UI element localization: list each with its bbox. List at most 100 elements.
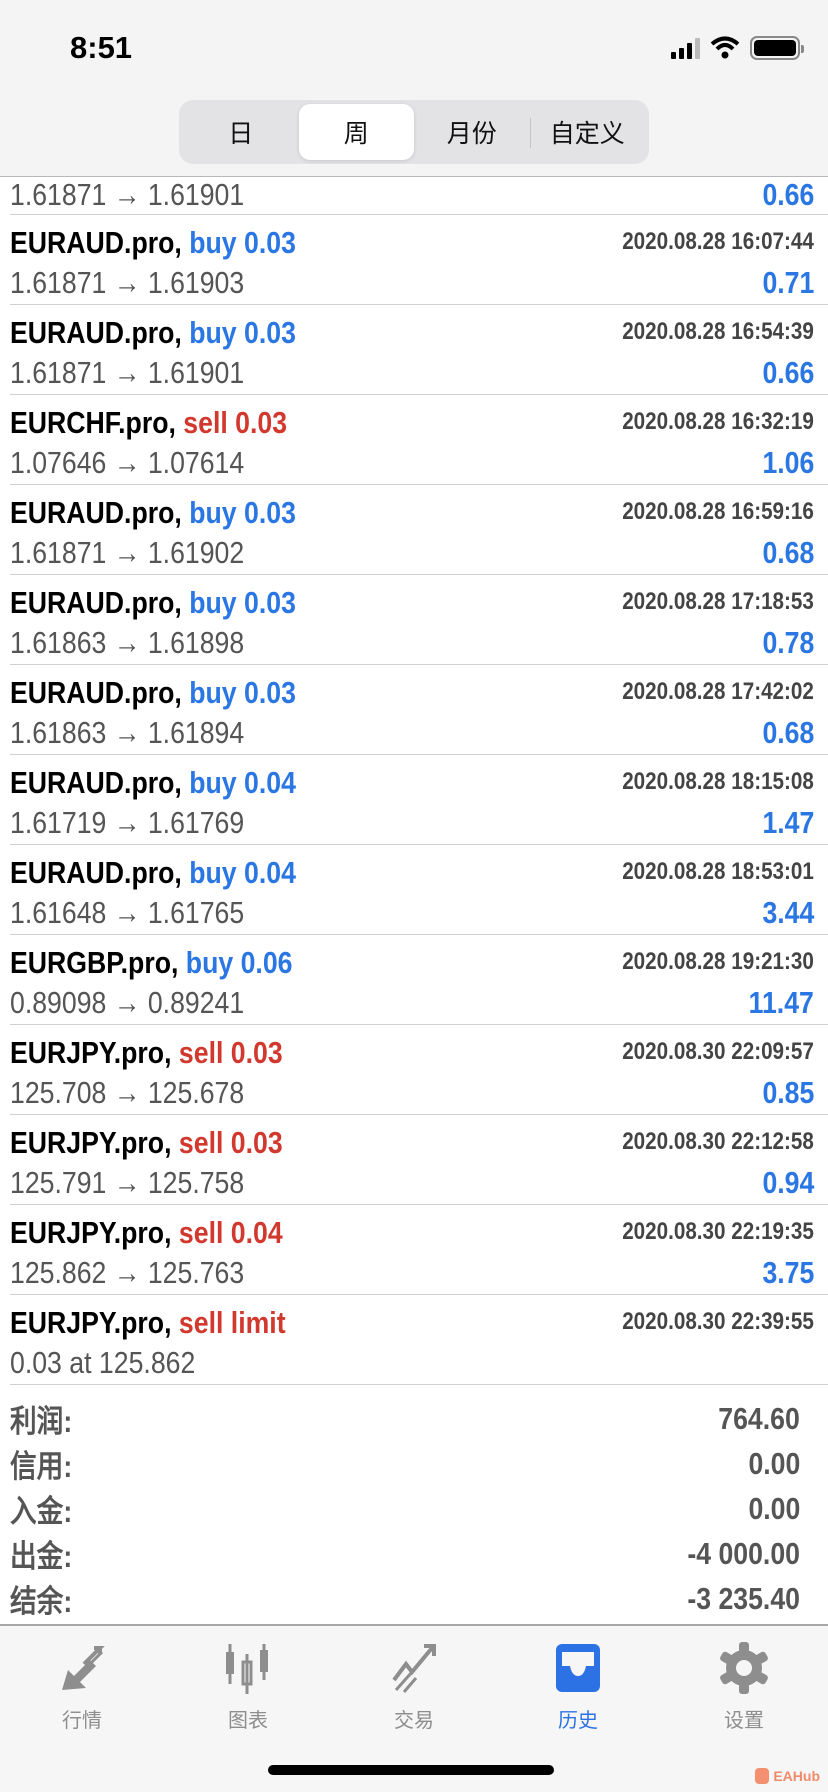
timestamp: 2020.08.28 19:21:30 — [622, 948, 814, 975]
tab-4[interactable]: 设置 — [684, 1640, 804, 1733]
quotes-arrows-icon — [62, 1646, 105, 1690]
timestamp: 2020.08.28 17:18:53 — [622, 588, 814, 615]
order-title: EURGBP.pro, buy 0.06 — [10, 945, 292, 981]
wifi-icon — [710, 36, 740, 59]
segment-3[interactable]: 自定义 — [529, 104, 646, 160]
segment-0[interactable]: 日 — [183, 104, 299, 160]
price-range: 0.03 at 125.862 — [10, 1345, 196, 1380]
watermark-text: EAHub — [773, 1768, 820, 1784]
profit: 0.78 — [762, 625, 814, 660]
symbol: EURAUD.pro, — [10, 315, 182, 350]
list-item[interactable]: EURAUD.pro, buy 0.03 2020.08.28 16:07:44… — [10, 215, 828, 305]
order-side: sell 0.03 — [178, 1035, 283, 1070]
price-range: 1.07646 → 1.07614 — [10, 445, 245, 480]
segment-2[interactable]: 月份 — [414, 104, 530, 160]
summary-value: -3 235.40 — [687, 1580, 800, 1616]
order-title: EURCHF.pro, sell 0.03 — [10, 405, 287, 441]
period-segmented-control: 日 周 月份 自定义 — [179, 100, 649, 164]
list-item[interactable]: EURAUD.pro, buy 0.03 2020.08.28 16:59:16… — [10, 485, 828, 575]
segment-1[interactable]: 周 — [298, 104, 414, 160]
order-side: buy 0.03 — [189, 315, 296, 350]
signal-icon — [671, 37, 700, 59]
order-side: buy 0.06 — [185, 945, 293, 980]
order-title: EURJPY.pro, sell limit — [10, 1305, 286, 1341]
symbol: EURJPY.pro, — [10, 1215, 172, 1250]
summary-value: 0.00 — [748, 1490, 800, 1526]
status-time: 8:51 — [70, 30, 133, 65]
symbol: EURJPY.pro, — [10, 1035, 172, 1070]
tab-0[interactable]: 行情 — [22, 1640, 142, 1733]
summary-label: 出金: — [10, 1539, 73, 1574]
order-side: sell 0.04 — [178, 1215, 283, 1250]
list-item[interactable]: EURAUD.pro, buy 0.04 2020.08.28 18:15:08… — [10, 755, 828, 845]
order-side: buy 0.03 — [189, 585, 296, 620]
order-side: buy 0.03 — [189, 495, 296, 530]
order-side: sell 0.03 — [178, 1125, 283, 1160]
order-side: buy 0.04 — [189, 765, 296, 800]
symbol: EURAUD.pro, — [10, 585, 182, 620]
order-title: EURAUD.pro, buy 0.04 — [10, 855, 296, 891]
order-title: EURAUD.pro, buy 0.03 — [10, 495, 296, 531]
tab-1[interactable]: 图表 — [188, 1640, 308, 1733]
tab-3[interactable]: 历史 — [518, 1640, 638, 1733]
order-title: EURAUD.pro, buy 0.03 — [10, 225, 296, 261]
price-range: 125.791 → 125.758 — [10, 1165, 245, 1200]
summary-value: 764.60 — [718, 1400, 800, 1436]
summary: 利润: 764.60 信用: 0.00 入金: 0.00 出金: -4 000.00 结余: -3… — [10, 1396, 814, 1621]
summary-label: 信用: — [10, 1449, 73, 1484]
symbol: EURAUD.pro, — [10, 855, 182, 890]
summary-row: 利润: 764.60 — [10, 1396, 814, 1441]
gear-icon — [720, 1642, 768, 1694]
profit: 0.68 — [762, 535, 814, 570]
list-item[interactable]: EURAUD.pro, buy 0.03 2020.08.28 16:54:39… — [10, 305, 828, 395]
price-range: 1.61871 → 1.61901 — [10, 177, 245, 212]
order-title: EURAUD.pro, buy 0.03 — [10, 675, 296, 711]
summary-label: 入金: — [10, 1494, 73, 1529]
profit: 0.71 — [762, 265, 814, 300]
eahub-logo-icon — [755, 1768, 770, 1784]
timestamp: 2020.08.30 22:12:58 — [622, 1128, 814, 1155]
timestamp: 2020.08.30 22:19:35 — [622, 1218, 814, 1245]
home-indicator[interactable] — [268, 1765, 554, 1775]
list-item[interactable]: EURJPY.pro, sell 0.03 2020.08.30 22:09:5… — [10, 1025, 828, 1115]
list-item[interactable]: EURJPY.pro, sell 0.04 2020.08.30 22:19:3… — [10, 1205, 828, 1295]
header: 8:51 日 周 月份 自定义 — [0, 0, 828, 177]
history-list: 1.61871 → 1.61901 0.66 EURAUD.pro, buy 0… — [0, 177, 828, 1385]
list-item[interactable]: EURJPY.pro, sell 0.03 2020.08.30 22:12:5… — [10, 1115, 828, 1205]
segment-divider — [529, 118, 531, 148]
segment-label: 月份 — [446, 120, 497, 148]
tab-label: 设置 — [724, 1710, 764, 1732]
timestamp: 2020.08.28 16:32:19 — [622, 408, 814, 435]
list-item[interactable]: EURAUD.pro, buy 0.03 2020.08.28 17:42:02… — [10, 665, 828, 755]
list-item[interactable]: EURAUD.pro, buy 0.03 2020.08.28 17:18:53… — [10, 575, 828, 665]
list-item[interactable]: 1.61871 → 1.61901 0.66 — [10, 177, 828, 215]
list-item[interactable]: EURAUD.pro, buy 0.04 2020.08.28 18:53:01… — [10, 845, 828, 935]
profit: 11.47 — [748, 985, 814, 1020]
profit: 3.75 — [762, 1255, 814, 1290]
price-range: 125.708 → 125.678 — [10, 1075, 245, 1110]
list-item[interactable]: EURGBP.pro, buy 0.06 2020.08.28 19:21:30… — [10, 935, 828, 1025]
price-range: 1.61719 → 1.61769 — [10, 805, 245, 840]
summary-row: 入金: 0.00 — [10, 1486, 814, 1531]
profit: 0.85 — [762, 1075, 814, 1110]
tab-2[interactable]: 交易 — [354, 1640, 474, 1733]
segment-label: 周 — [343, 120, 369, 148]
profit: 1.47 — [762, 805, 814, 840]
list-item[interactable]: EURCHF.pro, sell 0.03 2020.08.28 16:32:1… — [10, 395, 828, 485]
history-inbox-icon — [556, 1644, 600, 1692]
order-side: buy 0.04 — [189, 855, 296, 890]
summary-value: -4 000.00 — [687, 1535, 800, 1571]
price-range: 1.61863 → 1.61898 — [10, 625, 245, 660]
tab-label: 历史 — [558, 1710, 598, 1732]
summary-row: 结余: -3 235.40 — [10, 1576, 814, 1621]
profit: 0.94 — [762, 1165, 814, 1200]
tab-label: 图表 — [228, 1710, 268, 1732]
profit: 1.06 — [762, 445, 814, 480]
status-icons — [671, 36, 804, 60]
order-title: EURAUD.pro, buy 0.04 — [10, 765, 296, 801]
list-item[interactable]: EURJPY.pro, sell limit 2020.08.30 22:39:… — [10, 1295, 828, 1385]
symbol: EURGBP.pro, — [10, 945, 179, 980]
price-range: 1.61871 → 1.61902 — [10, 535, 245, 570]
symbol: EURAUD.pro, — [10, 675, 182, 710]
candlestick-chart-icon — [226, 1644, 268, 1694]
